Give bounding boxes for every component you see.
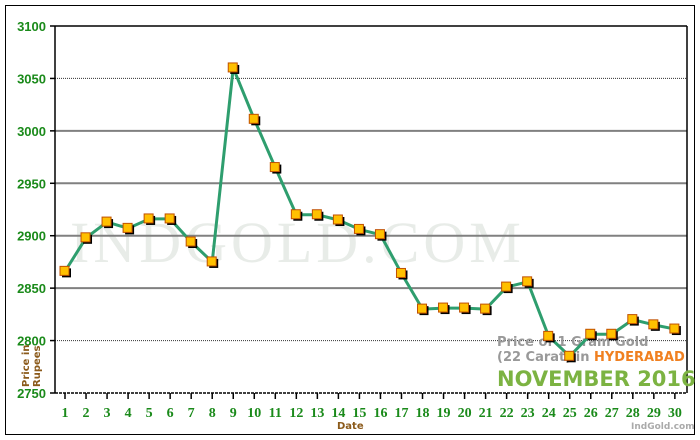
x-tick-label: 21 [479,406,493,421]
data-point [269,162,280,173]
x-tick-label: 20 [458,406,472,421]
x-tick-label: 11 [269,406,282,421]
x-axis-label: Date [337,421,364,432]
x-tick-label: 1 [62,406,69,421]
x-tick-label: 7 [188,406,195,421]
y-tick-label: 2850 [17,281,46,296]
y-tick-label: 3000 [17,124,46,139]
data-point [669,323,680,334]
x-tick-label: 6 [167,406,174,421]
x-tick-label: 12 [289,406,303,421]
caption-month-year: NOVEMBER 2016 [497,367,696,391]
y-tick-label: 3100 [17,19,46,34]
y-axis-label: Price in Rupees [21,345,43,387]
data-point [185,236,196,247]
y-tick-label: 2800 [17,334,46,349]
caption-line1: Price of 1 Gram Gold [497,335,648,350]
data-point [248,113,259,124]
y-tick-label: 2900 [17,229,46,244]
data-point [143,213,154,224]
data-point [417,303,428,314]
x-tick-label: 16 [373,406,387,421]
caption: Price of 1 Gram Gold (22 Carat) in HYDER… [497,335,696,391]
x-tick-label: 13 [310,406,324,421]
data-markers [59,62,681,363]
caption-line2: (22 Carat) in HYDERABAD [497,350,685,365]
data-point [290,209,301,220]
x-tick-label: 27 [605,406,619,421]
data-point [459,302,470,313]
data-point [627,314,638,325]
data-point [606,328,617,339]
x-tick-label: 22 [500,406,514,421]
x-tick-label: 8 [209,406,216,421]
data-point [395,267,406,278]
x-tick-label: 14 [331,406,345,421]
data-point [206,256,217,267]
data-point [164,213,175,224]
grid-lines [55,77,687,394]
data-point [227,62,238,73]
data-point [80,232,91,243]
y-tick-label: 2950 [17,176,46,191]
x-tick-label: 23 [521,406,535,421]
data-point [101,216,112,227]
x-tick-label: 2 [83,406,90,421]
x-tick-label: 25 [563,406,577,421]
x-tick-label: 15 [352,406,366,421]
credit-text: IndGold.com [631,422,695,432]
x-tick-label: 17 [394,406,408,421]
x-tick-label: 24 [542,406,556,421]
data-point [332,214,343,225]
x-tick-label: 28 [626,406,640,421]
x-tick-label: 5 [146,406,153,421]
x-tick-label: 19 [437,406,451,421]
data-point [480,303,491,314]
x-tick-label: 3 [104,406,111,421]
y-tick-label: 2750 [17,386,46,401]
data-point [585,328,596,339]
y-tick-label: 3050 [17,71,46,86]
data-point [438,302,449,313]
data-point [522,276,533,287]
x-tick-label: 9 [230,406,237,421]
svg-text:Rupees: Rupees [32,345,43,387]
data-point [353,223,364,234]
data-point [564,350,575,361]
x-tick-label: 29 [647,406,661,421]
data-point [122,222,133,233]
x-tick-label: 4 [125,406,132,421]
data-point [501,281,512,292]
data-point [374,229,385,240]
x-axis-ticks: 1 2 3 4 5 6 7 8 9 10 11 12 13 14 15 16 17 18 19 20 21 22 23 24 2… [62,393,682,421]
x-tick-label: 30 [668,406,682,421]
data-point [543,330,554,341]
data-point [59,265,70,276]
data-point [648,319,659,330]
svg-text:Price in: Price in [21,345,32,387]
x-tick-label: 26 [584,406,598,421]
y-axis-ticks: 2750 2800 2850 2900 2950 3000 3050 3100 [17,19,55,401]
x-tick-label: 18 [416,406,430,421]
data-point [311,209,322,220]
x-tick-label: 10 [247,406,261,421]
chart-frame [5,5,695,435]
